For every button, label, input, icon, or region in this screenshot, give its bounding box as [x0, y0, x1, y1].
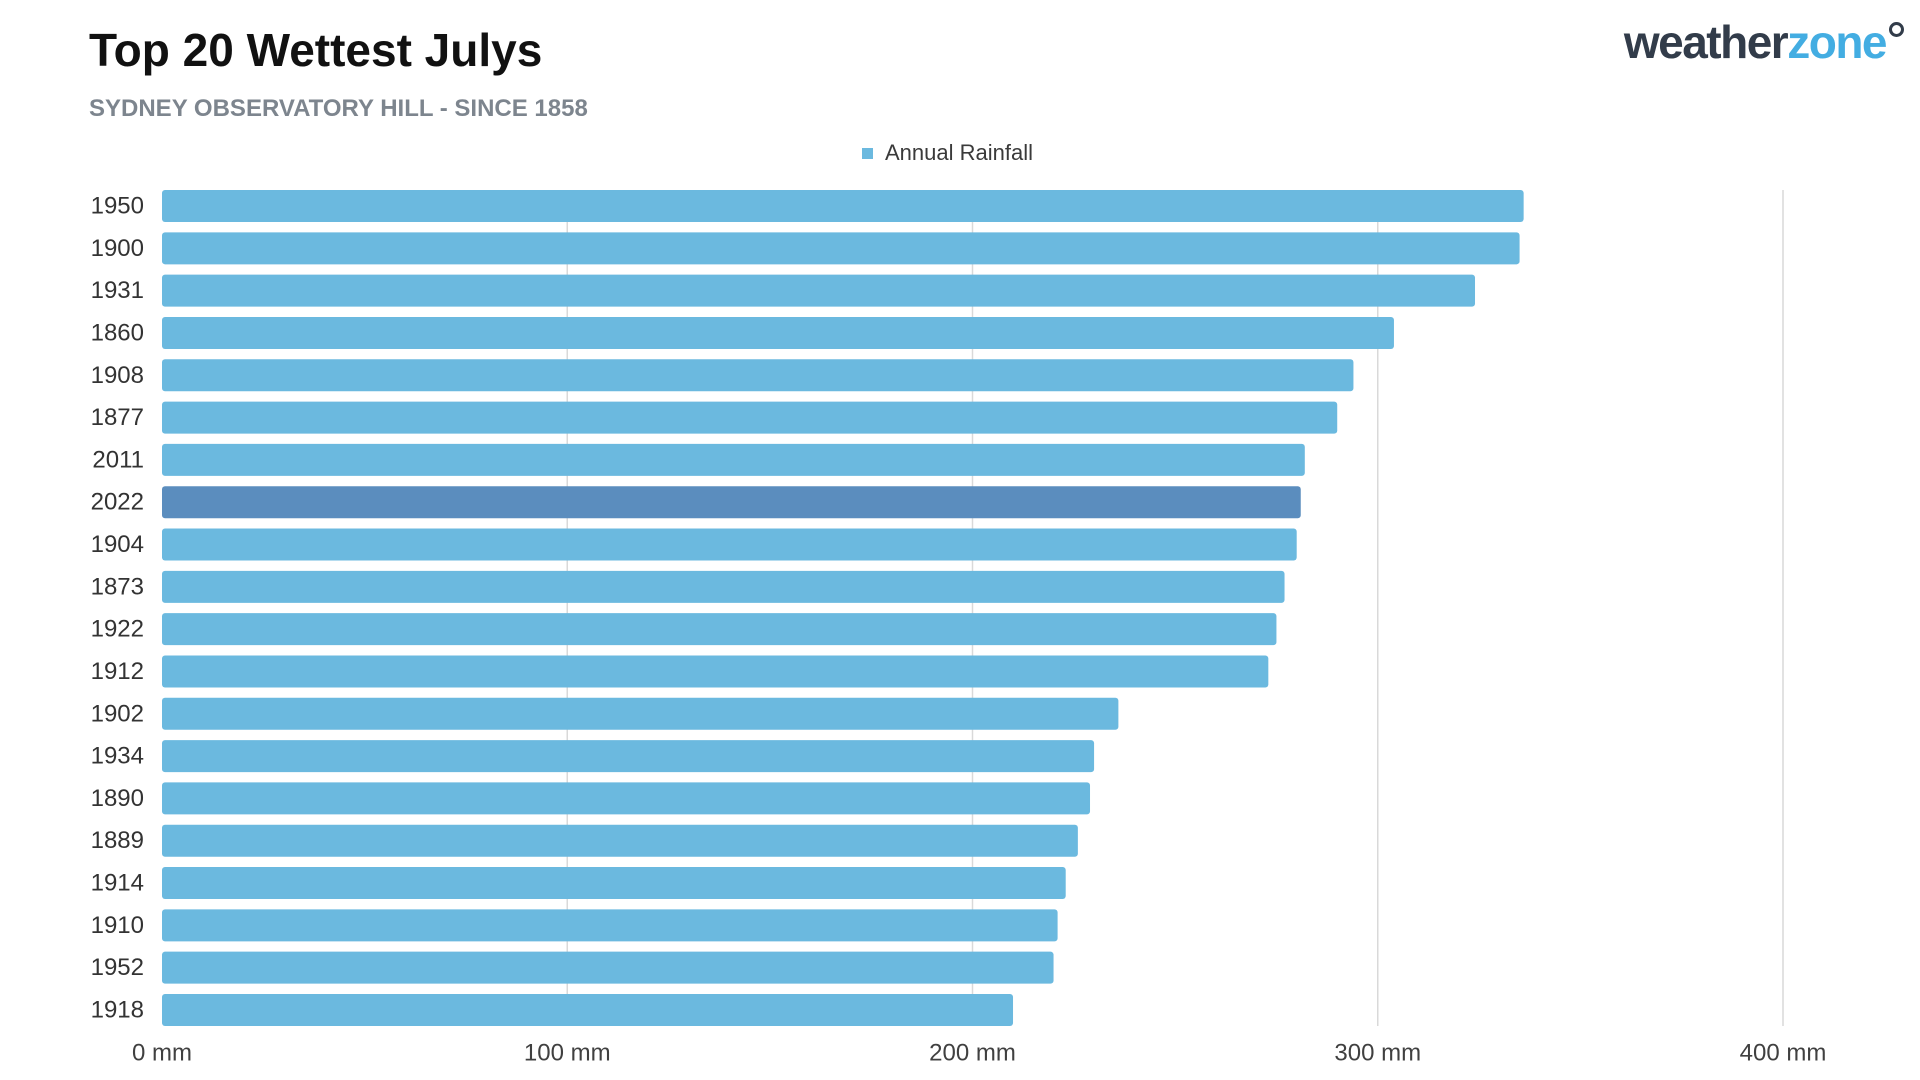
y-category-label: 2022 — [91, 489, 144, 516]
y-category-label: 1910 — [91, 912, 144, 939]
bar-1952 — [162, 951, 1054, 984]
y-category-label: 1904 — [91, 531, 144, 558]
x-tick-label: 100 mm — [524, 1040, 611, 1067]
bar-1912 — [162, 655, 1269, 688]
bar-1873 — [162, 570, 1285, 603]
bar-2011 — [162, 443, 1305, 476]
bar-1900 — [162, 232, 1520, 265]
y-category-label: 1922 — [91, 616, 144, 643]
bar-1931 — [162, 274, 1476, 307]
legend-label: Annual Rainfall — [885, 140, 1033, 165]
logo-text-weather: weather — [1623, 16, 1789, 68]
x-tick-label: 300 mm — [1334, 1040, 1421, 1067]
bar-1922 — [162, 613, 1277, 646]
y-category-label: 1918 — [91, 997, 144, 1024]
y-category-label: 1860 — [91, 319, 144, 346]
y-category-label: 1912 — [91, 658, 144, 685]
y-category-label: 1877 — [91, 404, 144, 431]
y-category-label: 1934 — [91, 743, 144, 770]
bar-1877 — [162, 401, 1338, 434]
y-category-label: 1950 — [91, 193, 144, 220]
bar-1914 — [162, 867, 1066, 900]
x-tick-label: 200 mm — [929, 1040, 1016, 1067]
chart-legend: Annual Rainfall — [862, 139, 1033, 167]
chart-title: Top 20 Wettest Julys — [89, 24, 543, 76]
y-category-label: 1952 — [91, 954, 144, 981]
bar-1889 — [162, 824, 1078, 857]
y-category-label: 1914 — [91, 870, 144, 897]
bar-2022 — [162, 486, 1301, 519]
bar-1908 — [162, 359, 1354, 392]
bar-1910 — [162, 909, 1058, 942]
bar-1902 — [162, 697, 1119, 730]
y-category-label: 1873 — [91, 573, 144, 600]
bar-1860 — [162, 316, 1394, 349]
bar-1934 — [162, 740, 1095, 773]
y-category-label: 2011 — [92, 446, 144, 473]
legend-swatch — [862, 147, 873, 159]
bar-1890 — [162, 782, 1091, 815]
bar-1918 — [162, 994, 1014, 1026]
y-category-label: 1889 — [91, 827, 144, 854]
x-tick-label: 400 mm — [1740, 1040, 1827, 1067]
bar-1950 — [162, 190, 1524, 222]
chart-subtitle: SYDNEY OBSERVATORY HILL - SINCE 1858 — [89, 95, 588, 122]
y-category-label: 1931 — [91, 277, 144, 304]
y-category-label: 1902 — [91, 700, 144, 727]
y-category-label: 1900 — [91, 235, 144, 262]
x-tick-label: 0 mm — [132, 1040, 192, 1067]
y-category-label: 1890 — [91, 785, 144, 812]
bar-1904 — [162, 528, 1297, 561]
weatherzone-logo: weather zone — [1624, 14, 1904, 74]
y-category-label: 1908 — [91, 362, 144, 389]
logo-text-zone: zone — [1787, 16, 1887, 68]
logo-degree-icon — [1889, 22, 1904, 37]
